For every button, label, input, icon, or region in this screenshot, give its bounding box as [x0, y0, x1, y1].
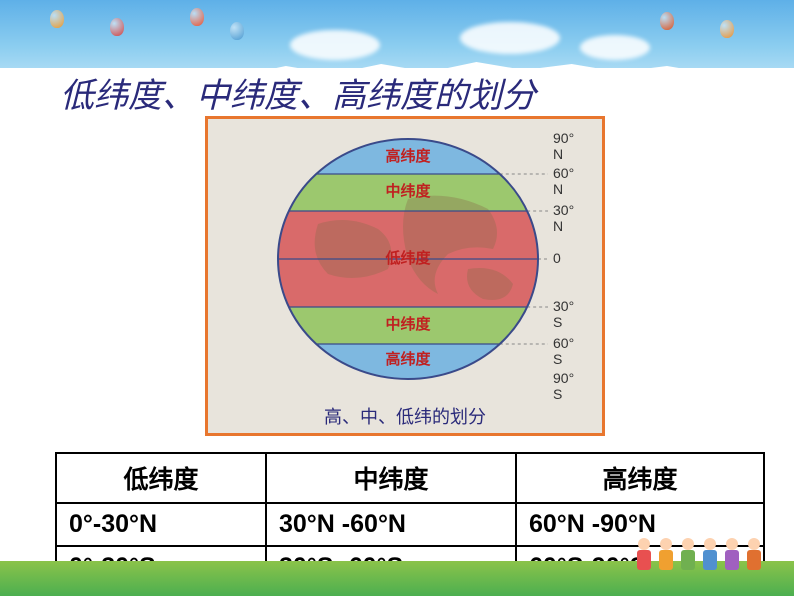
table-header: 低纬度 [56, 453, 266, 503]
table-cell: 30°N -60°N [266, 503, 516, 546]
page-title: 低纬度、中纬度、高纬度的划分 [60, 68, 536, 117]
balloon-icon [720, 20, 734, 38]
latitude-label: 60° N [553, 165, 574, 197]
children-decoration [634, 516, 764, 576]
latitude-label: 90° S [553, 370, 574, 402]
table-header: 高纬度 [516, 453, 764, 503]
latitude-label: 60° S [553, 335, 574, 367]
cloud-icon [580, 35, 650, 60]
latitude-label: 30° S [553, 298, 574, 330]
child-icon [722, 538, 742, 576]
zone-label: 中纬度 [385, 182, 431, 200]
child-icon [678, 538, 698, 576]
balloon-icon [660, 12, 674, 30]
latitude-diagram: 高纬度中纬度低纬度中纬度高纬度 90° N60° N30° N030° S60°… [205, 116, 605, 436]
child-icon [656, 538, 676, 576]
balloon-icon [190, 8, 204, 26]
table-cell: 0°-30°N [56, 503, 266, 546]
zone-label: 高纬度 [385, 350, 431, 368]
balloon-icon [230, 22, 244, 40]
child-icon [634, 538, 654, 576]
latitude-label: 90° N [553, 130, 574, 162]
globe-container: 高纬度中纬度低纬度中纬度高纬度 90° N60° N30° N030° S60°… [268, 129, 548, 389]
latitude-label: 0 [553, 250, 561, 266]
zone-label: 中纬度 [385, 315, 431, 333]
cloud-icon [290, 30, 380, 60]
table-header: 中纬度 [266, 453, 516, 503]
diagram-caption: 高、中、低纬的划分 [208, 403, 602, 429]
globe-svg: 高纬度中纬度低纬度中纬度高纬度 [268, 129, 548, 389]
cloud-icon [460, 22, 560, 54]
balloon-icon [110, 18, 124, 36]
child-icon [700, 538, 720, 576]
zone-label: 高纬度 [385, 147, 431, 165]
zone-label: 低纬度 [384, 249, 431, 267]
balloon-icon [50, 10, 64, 28]
latitude-label: 30° N [553, 202, 574, 234]
child-icon [744, 538, 764, 576]
